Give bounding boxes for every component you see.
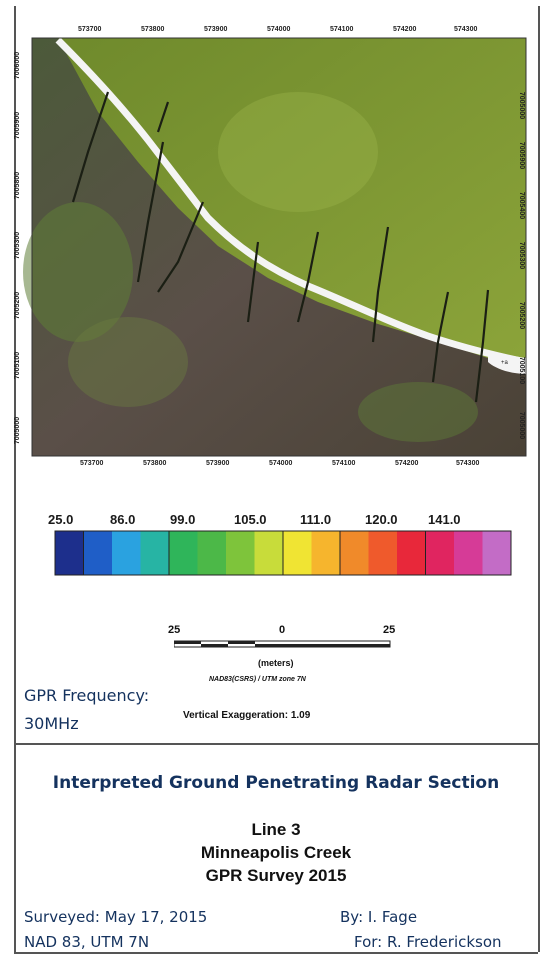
colorbar-swatch [197, 531, 227, 575]
colorbar-swatch [112, 531, 141, 575]
y-tick-left: 7005100 [14, 351, 22, 380]
y-tick-right: 7005000 [518, 411, 526, 440]
colorbar-label: 120.0 [365, 512, 398, 527]
scale-left-label: 25 [168, 624, 181, 636]
y-tick-right: 7005300 [518, 241, 526, 270]
section-title: Interpreted Ground Penetrating Radar Sec… [52, 773, 500, 793]
y-tick-right: 7005900 [518, 141, 526, 170]
x-tick-top: 573800 [141, 26, 165, 33]
y-tick-right: 7005100 [518, 356, 526, 385]
scale-right-label: 25 [383, 624, 396, 636]
gpr-frequency-value: 30MHz [24, 714, 79, 733]
y-tick-right: 7005200 [518, 301, 526, 330]
colorbar-swatch [169, 531, 198, 575]
colorbar-swatch [83, 531, 113, 575]
x-tick-top: 574100 [330, 26, 354, 33]
y-tick-left: 7005900 [14, 111, 22, 140]
colorbar-swatch [226, 531, 255, 575]
colorbar-swatch [368, 531, 398, 575]
colorbar-label: 86.0 [110, 512, 136, 527]
colorbar-swatch [254, 531, 284, 575]
x-tick-top: 574000 [267, 26, 291, 33]
colorbar-swatch [311, 531, 341, 575]
bottom-border [14, 952, 538, 954]
colorbar-label: 141.0 [428, 512, 461, 527]
x-tick-top: 574200 [393, 26, 417, 33]
colorbar-swatch [283, 531, 312, 575]
y-tick-right: 7005000 [518, 91, 526, 120]
surveyed-by: By: I. Fage [340, 908, 418, 926]
scale-bar [174, 640, 391, 648]
title-divider [14, 743, 538, 745]
x-tick-bottom: 574200 [395, 460, 419, 467]
line-label: Line 3 [251, 820, 301, 839]
y-tick-left: 7005800 [14, 171, 22, 200]
y-tick-left: 7005000 [14, 416, 22, 445]
colorbar-swatch [55, 531, 84, 575]
y-tick-left: 7005200 [14, 291, 22, 320]
surveyed-for: For: R. Frederickson [354, 933, 502, 951]
map-marker-label: +a [501, 360, 509, 366]
x-tick-top: 573700 [78, 26, 102, 33]
scale-mid-label: 0 [279, 624, 286, 636]
y-tick-right: 7005400 [518, 191, 526, 220]
y-tick-left: 7005300 [14, 231, 22, 260]
colorbar-swatch [340, 531, 369, 575]
colorbar-swatch [454, 531, 483, 575]
x-tick-bottom: 573700 [80, 460, 104, 467]
x-tick-bottom: 573800 [143, 460, 167, 467]
surveyed-date: Surveyed: May 17, 2015 [24, 908, 208, 926]
creek-label: Minneapolis Creek [200, 843, 352, 862]
colorbar-swatch [140, 531, 170, 575]
x-tick-bottom: 574000 [269, 460, 293, 467]
x-tick-bottom: 574100 [332, 460, 356, 467]
colorbar-border [54, 530, 512, 576]
colorbar-swatch [482, 531, 512, 575]
radar-map: +a 573700 573800 573900 574000 574100 57… [14, 22, 534, 472]
x-tick-bottom: 573900 [206, 460, 230, 467]
colorbar-label: 105.0 [234, 512, 267, 527]
survey-label: GPR Survey 2015 [205, 866, 347, 885]
gpr-frequency-label: GPR Frequency: [24, 686, 150, 705]
datum-label: NAD 83, UTM 7N [24, 933, 150, 951]
colorbar-swatch [425, 531, 455, 575]
colorbar-swatch [397, 531, 426, 575]
sheet-frame [14, 6, 540, 952]
x-tick-bottom: 574300 [456, 460, 480, 467]
map-image: +a [23, 37, 527, 457]
crs-label: NAD83(CSRS) / UTM zone 7N [209, 676, 306, 683]
y-tick-left: 7006000 [14, 51, 22, 80]
colorbar-label: 111.0 [300, 512, 332, 527]
colorbar [54, 530, 512, 576]
colorbar-label: 99.0 [170, 512, 196, 527]
colorbar-label: 25.0 [48, 512, 74, 527]
x-tick-top: 573900 [204, 26, 228, 33]
x-tick-top: 574300 [454, 26, 478, 33]
scale-unit: (meters) [258, 658, 294, 668]
vertical-exaggeration: Vertical Exaggeration: 1.09 [183, 710, 311, 721]
